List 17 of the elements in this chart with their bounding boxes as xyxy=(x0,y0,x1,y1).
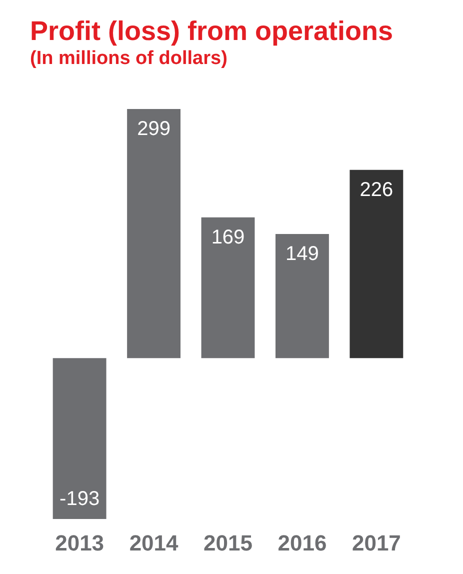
data-label: 169 xyxy=(211,226,245,248)
x-tick-label: 2014 xyxy=(129,530,180,556)
x-tick-label: 2015 xyxy=(204,530,252,556)
data-label: -193 xyxy=(60,488,100,510)
bar xyxy=(350,170,404,358)
data-label: 226 xyxy=(360,178,394,201)
chart-title: Profit (loss) from operations xyxy=(30,16,394,46)
chart-subtitle: (In millions of dollars) xyxy=(30,48,228,69)
x-tick-label: 2017 xyxy=(352,530,401,556)
x-tick-label: 2013 xyxy=(55,530,104,556)
bar xyxy=(276,234,329,358)
bar xyxy=(52,358,106,519)
x-tick-label: 2016 xyxy=(278,530,327,556)
data-label: 149 xyxy=(286,243,319,265)
bar xyxy=(201,217,255,358)
bar xyxy=(127,109,180,358)
data-label: 299 xyxy=(137,118,170,140)
